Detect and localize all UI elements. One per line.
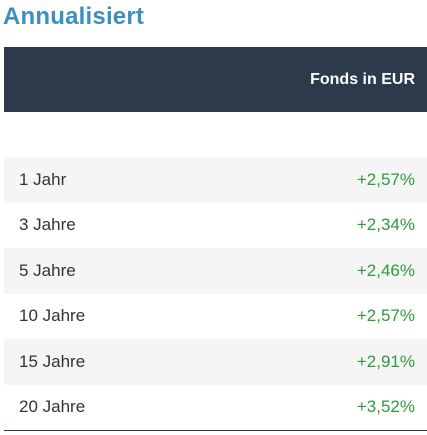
table-row: 10 Jahre +2,57% [4,293,427,339]
table-header: Fonds in EUR [4,47,427,112]
section-title: Annualisiert [3,3,145,30]
row-return-value: +2,46% [356,260,415,280]
table-spacer-row [4,112,427,157]
table-row: 3 Jahre +2,34% [4,202,427,248]
table-row: 5 Jahre +2,46% [4,248,427,294]
row-period-label: 5 Jahre [19,260,76,280]
column-header-fonds-eur: Fonds in EUR [310,70,415,88]
row-return-value: +2,57% [356,306,415,326]
row-return-value: +2,91% [356,351,415,371]
table-row: 15 Jahre +2,91% [4,339,427,385]
row-return-value: +3,52% [356,397,415,417]
row-period-label: 1 Jahr [19,169,67,189]
table-bottom-rule [4,430,427,431]
row-return-value: +2,34% [356,215,415,235]
performance-table: Fonds in EUR 1 Jahr +2,57% 3 Jahre +2,34… [4,47,427,431]
table-row: 20 Jahre +3,52% [4,384,427,430]
row-period-label: 3 Jahre [19,215,76,235]
row-period-label: 15 Jahre [19,351,86,371]
row-return-value: +2,57% [356,169,415,189]
table-row: 1 Jahr +2,57% [4,157,427,203]
row-period-label: 20 Jahre [19,397,86,417]
row-period-label: 10 Jahre [19,306,86,326]
